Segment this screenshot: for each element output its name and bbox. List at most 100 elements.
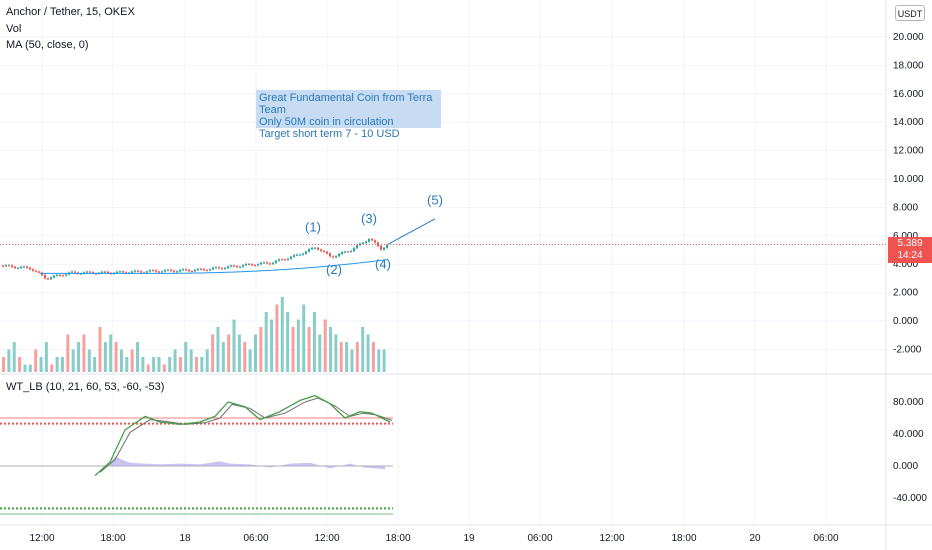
volume-bar bbox=[130, 349, 134, 372]
price-tick-label: 10.000 bbox=[893, 174, 924, 185]
volume-bar bbox=[302, 304, 306, 372]
candle-body bbox=[131, 271, 133, 273]
time-tick-label: 20 bbox=[749, 533, 761, 544]
ma-legend[interactable]: MA (50, close, 0) bbox=[6, 39, 89, 51]
candle-body bbox=[362, 242, 364, 244]
volume-bar bbox=[211, 334, 215, 372]
volume-bar bbox=[7, 349, 11, 372]
volume-bar bbox=[334, 334, 338, 372]
volume-bar bbox=[141, 357, 145, 372]
price-tick-label: 0.000 bbox=[893, 316, 918, 327]
time-tick-label: 18:00 bbox=[671, 533, 696, 544]
candle-body bbox=[314, 247, 316, 249]
volume-bar bbox=[93, 357, 97, 372]
candle-body bbox=[248, 264, 250, 266]
candle-body bbox=[86, 271, 88, 273]
volume-bar bbox=[371, 342, 375, 372]
currency-selector[interactable]: USDT bbox=[895, 5, 925, 21]
volume-bar bbox=[60, 357, 64, 372]
time-tick-label: 06:00 bbox=[813, 533, 838, 544]
volume-bar bbox=[270, 319, 274, 372]
candle-body bbox=[137, 270, 139, 272]
annotation-line-2: Only 50M coin in circulation bbox=[259, 116, 394, 128]
candle-body bbox=[125, 272, 127, 274]
volume-bars bbox=[2, 297, 386, 372]
candle-body bbox=[59, 274, 61, 276]
volume-bar bbox=[259, 327, 263, 372]
candle-body bbox=[233, 265, 235, 267]
candle-body bbox=[335, 256, 337, 258]
volume-bar bbox=[350, 349, 354, 372]
annotation-line-1: Great Fundamental Coin from Terra Team bbox=[259, 92, 433, 116]
volume-bar bbox=[318, 334, 322, 372]
volume-bar bbox=[366, 334, 370, 372]
candle-body bbox=[2, 265, 4, 267]
candle-body bbox=[320, 249, 322, 252]
candle-body bbox=[44, 275, 46, 279]
candle-body bbox=[11, 265, 13, 267]
text-annotation[interactable]: Great Fundamental Coin from Terra Team O… bbox=[256, 90, 441, 140]
candle-body bbox=[242, 265, 244, 267]
price-tick-label: 8.000 bbox=[893, 202, 918, 213]
volume-bar bbox=[232, 319, 236, 372]
volume-bar bbox=[87, 349, 91, 372]
time-tick-label: 06:00 bbox=[527, 533, 552, 544]
volume-bar bbox=[12, 342, 16, 372]
volume-bar bbox=[136, 342, 140, 372]
candle-body bbox=[374, 240, 376, 243]
candle-body bbox=[20, 266, 22, 268]
osc-histogram bbox=[110, 456, 385, 470]
candle-body bbox=[329, 253, 331, 257]
volume-bar bbox=[312, 312, 316, 372]
price-tick-label: 20.000 bbox=[893, 32, 924, 43]
grid bbox=[0, 0, 886, 525]
time-tick-label: 06:00 bbox=[243, 533, 268, 544]
volume-bar bbox=[2, 357, 5, 372]
candle-body bbox=[206, 270, 208, 272]
volume-bar bbox=[152, 357, 156, 372]
candle-body bbox=[383, 247, 385, 250]
osc-tick-label: -40.000 bbox=[893, 493, 927, 504]
candle-body bbox=[173, 270, 175, 272]
candle-body bbox=[227, 266, 229, 269]
candle-body bbox=[308, 249, 310, 252]
price-tick-label: 4.000 bbox=[893, 259, 918, 270]
candle-body bbox=[236, 266, 238, 268]
oscillator-layer bbox=[0, 394, 393, 515]
vol-legend[interactable]: Vol bbox=[6, 23, 22, 35]
candle-body bbox=[278, 259, 280, 261]
candle-body bbox=[65, 274, 67, 276]
symbol-title[interactable]: Anchor / Tether, 15, OKEX bbox=[6, 6, 135, 18]
volume-bar bbox=[168, 357, 172, 372]
candle-body bbox=[263, 262, 265, 264]
candle-body bbox=[14, 266, 16, 269]
candle-body bbox=[71, 271, 73, 273]
volume-bar bbox=[323, 319, 327, 372]
candle-body bbox=[380, 246, 382, 250]
candle-body bbox=[341, 252, 343, 254]
candle-body bbox=[53, 275, 55, 278]
candle-body bbox=[230, 265, 232, 267]
volume-bar bbox=[345, 342, 349, 372]
candle-body bbox=[293, 255, 295, 257]
candle-body bbox=[92, 272, 94, 274]
candle-body bbox=[17, 267, 19, 269]
osc-tick-label: 0.000 bbox=[893, 461, 918, 472]
volume-bar bbox=[216, 327, 220, 372]
candle-body bbox=[221, 268, 223, 270]
current-price-tag: 5.389 14:24 bbox=[888, 237, 932, 263]
volume-bar bbox=[98, 327, 102, 372]
oscillator-legend[interactable]: WT_LB (10, 21, 60, 53, -60, -53) bbox=[6, 381, 165, 393]
candle-body bbox=[245, 264, 247, 266]
volume-bar bbox=[55, 357, 59, 372]
volume-bar bbox=[307, 327, 311, 372]
candle-body bbox=[224, 268, 226, 270]
volume-bar bbox=[377, 349, 381, 372]
volume-bar bbox=[18, 357, 22, 372]
wave-label: (1) bbox=[305, 220, 321, 235]
candle-body bbox=[185, 269, 187, 271]
candle-body bbox=[95, 273, 97, 275]
candle-body bbox=[5, 265, 7, 267]
candle-body bbox=[317, 247, 319, 250]
